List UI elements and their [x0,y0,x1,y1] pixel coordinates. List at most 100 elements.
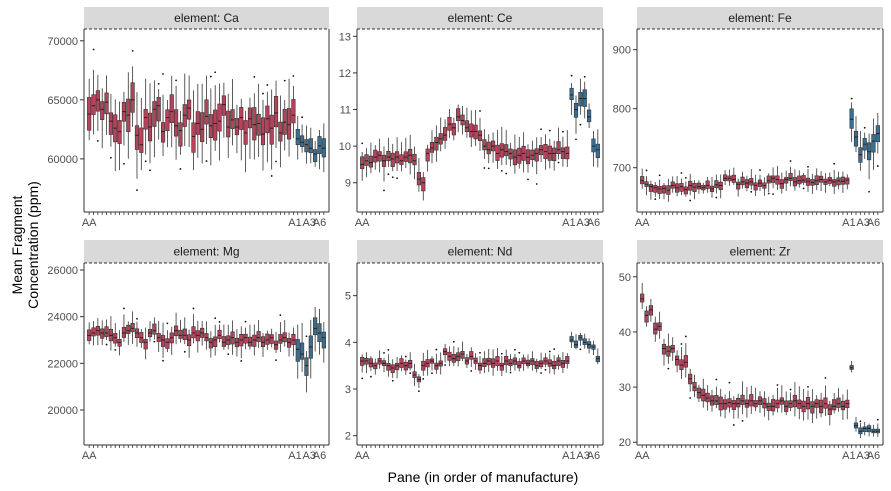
box-body [749,394,754,407]
box-body [291,99,296,124]
box-body [766,175,771,184]
x-tick-label: A3 [576,217,589,229]
box-body [278,334,283,344]
box-body [399,154,404,165]
box-outlier [431,372,433,375]
box-body [169,94,174,123]
box-outlier [824,377,827,379]
box-body [386,362,391,371]
box-body [565,146,570,160]
box-outlier [123,307,125,310]
box-body [788,173,793,181]
box-body [504,144,509,156]
box-outlier [807,165,809,168]
box-outlier [110,156,112,159]
box-body [443,127,448,141]
box-body [178,329,183,339]
box-body [156,97,161,122]
box-body [801,175,806,183]
facet-strip-bg [84,240,329,263]
x-tick-label: A6 [587,450,600,462]
box-outlier [166,322,169,325]
x-tick-label: A3 [856,450,869,462]
box-outlier [305,335,308,338]
box-body [740,176,745,186]
box-outlier [715,196,718,199]
facet-strip-label: element: Mg [173,245,239,259]
box-body [221,336,226,347]
box-outlier [227,353,230,356]
x-tick-label: A3 [302,450,315,462]
facet-strip-bg [637,240,883,263]
box-body [121,327,127,338]
box-body [560,360,565,368]
box-body [486,141,491,155]
facet-strip-bg [357,7,603,29]
box-body [595,143,600,159]
box-outlier [479,110,481,112]
box-body [113,333,118,344]
box-outlier [275,160,277,163]
box-body [871,134,876,153]
box-body [152,101,157,127]
box-outlier [505,172,508,175]
x-tick-label: AA [355,217,370,229]
box-outlier [244,320,247,323]
box-body [373,149,378,163]
box-body [221,95,226,116]
box-outlier [658,174,661,177]
box-body [578,92,583,107]
box-outlier [833,162,836,165]
box-body [130,82,135,113]
box-body [565,356,570,364]
box-body [134,125,140,150]
box-body [477,130,483,141]
box-body [653,322,658,335]
box-outlier [383,189,385,192]
box-body [104,92,109,115]
box-body [204,99,209,125]
box-outlier [759,169,761,172]
box-outlier [850,97,853,100]
box-body [482,139,487,151]
box-outlier [859,420,862,423]
box-outlier [275,359,277,361]
box-body [499,143,504,158]
facet-strip-label: element: Ca [174,11,239,25]
box-outlier [553,348,556,351]
box-outlier [535,183,538,185]
box-body [477,362,483,371]
box-body [534,148,539,162]
box-outlier [218,321,221,323]
box-body [499,362,504,371]
box-outlier [868,190,870,193]
box-body [508,148,513,160]
box-body [304,357,309,376]
y-tick-label: 9 [345,178,351,190]
box-body [213,109,218,141]
box-body [591,138,596,153]
box-body [313,317,318,336]
box-outlier [262,92,264,95]
box-body [360,156,365,169]
y-tick-label: 30 [619,382,631,394]
box-outlier [279,314,282,317]
x-tick-label: A6 [867,217,880,229]
box-body [560,147,565,159]
box-body [182,328,187,340]
box-outlier [579,348,582,351]
y-tick-label: 10 [339,141,351,153]
box-body [165,109,170,131]
box-body [456,108,461,121]
box-body [217,330,222,339]
facet-strip-label: element: Zr [730,245,791,259]
box-outlier [209,75,212,78]
box-outlier [548,129,551,132]
box-body [771,399,776,412]
box-body [126,324,131,334]
box-outlier [409,372,412,375]
box-body [731,400,736,411]
box-outlier [876,418,879,421]
box-outlier [192,307,195,310]
